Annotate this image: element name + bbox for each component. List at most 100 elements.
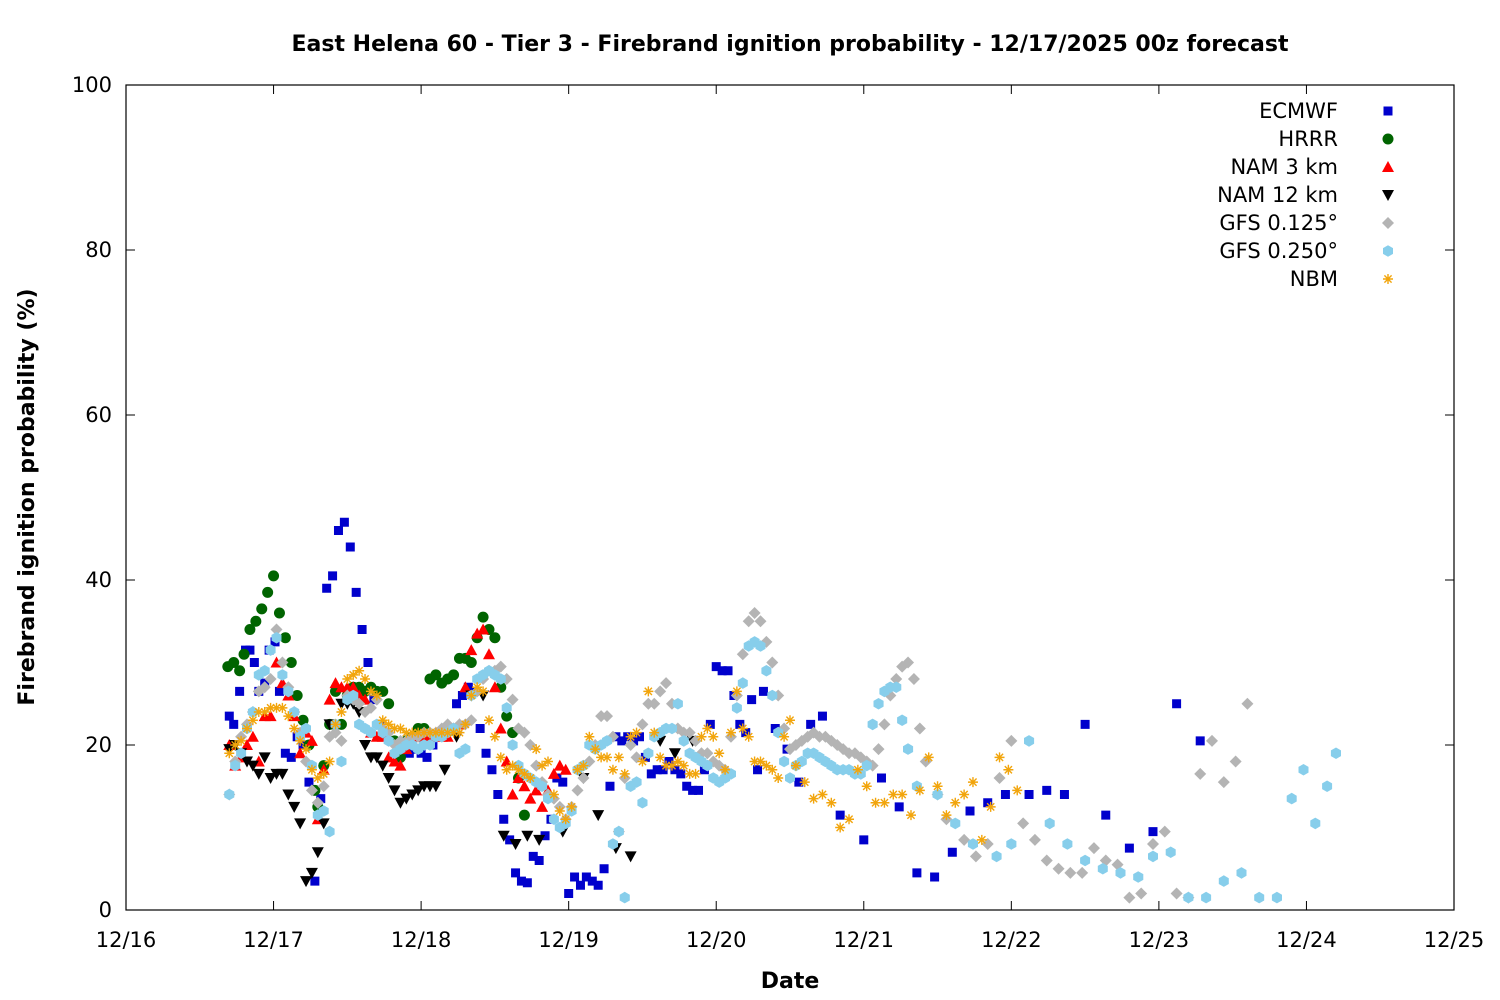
data-point [454, 727, 465, 738]
data-point [228, 657, 240, 668]
data-point [629, 736, 639, 746]
data-point [790, 760, 801, 771]
data-point [259, 707, 270, 717]
chart-title: East Helena 60 - Tier 3 - Firebrand igni… [292, 32, 1289, 57]
data-point [624, 739, 637, 751]
data-point [1206, 734, 1219, 747]
data-point [578, 760, 589, 771]
data-point [229, 719, 239, 729]
data-point [497, 830, 510, 842]
y-tick-label: 100 [72, 73, 112, 97]
data-point [1101, 810, 1111, 820]
data-point [345, 542, 355, 552]
data-point [286, 752, 296, 762]
data-point [513, 764, 524, 775]
data-point [518, 809, 530, 821]
x-tick-label: 12/21 [834, 928, 895, 952]
data-point [253, 707, 264, 717]
data-point [737, 677, 748, 689]
data-point [291, 690, 303, 701]
data-point [1064, 866, 1077, 879]
data-point [1183, 891, 1194, 904]
data-point [754, 615, 767, 628]
data-point [493, 790, 503, 799]
data-point [714, 748, 725, 759]
data-point [416, 748, 426, 758]
data-point [1044, 817, 1055, 830]
data-point [430, 669, 442, 681]
data-point [678, 735, 689, 747]
data-point [1322, 780, 1333, 792]
data-point [424, 739, 435, 751]
data-point [643, 686, 654, 697]
series-nam-3-km [223, 623, 572, 825]
data-point [383, 735, 394, 747]
data-point [273, 607, 285, 619]
data-point [897, 789, 908, 800]
data-point [666, 722, 677, 735]
data-point [1097, 863, 1108, 875]
data-point [969, 850, 982, 863]
data-point [236, 747, 247, 759]
data-point [507, 739, 518, 751]
data-point [688, 785, 698, 795]
data-point [702, 723, 713, 734]
data-point [289, 706, 300, 718]
data-point [371, 718, 382, 731]
data-point [1218, 875, 1229, 887]
data-point [743, 731, 754, 742]
y-tick-label: 0 [99, 898, 112, 922]
legend-marker [1383, 245, 1393, 257]
data-point [422, 752, 432, 762]
data-point [288, 801, 301, 813]
x-tick-label: 12/18 [391, 928, 452, 952]
data-point [570, 872, 580, 882]
data-point [835, 810, 845, 820]
data-point [312, 773, 323, 783]
data-point [959, 789, 970, 800]
data-point [634, 732, 644, 742]
data-point [773, 773, 784, 783]
data-point [311, 847, 324, 859]
data-point [705, 719, 715, 729]
data-point [907, 673, 920, 685]
data-point [566, 801, 577, 812]
legend-label: NBM [1290, 267, 1338, 291]
y-axis-label: Firebrand ignition probability (%) [15, 288, 40, 705]
data-point [607, 838, 618, 850]
data-point [305, 784, 318, 797]
data-point [852, 764, 863, 775]
data-point [1165, 846, 1176, 858]
data-point [607, 764, 618, 775]
data-point [761, 760, 772, 771]
data-point [533, 834, 546, 846]
data-point [1042, 785, 1052, 795]
legend-marker [1382, 190, 1394, 201]
data-point [382, 751, 395, 763]
data-point [501, 710, 513, 722]
data-point [465, 644, 478, 656]
data-point [424, 727, 435, 738]
data-point [785, 715, 795, 726]
data-point [737, 723, 748, 734]
data-point [518, 726, 531, 739]
data-point [742, 615, 755, 628]
data-point [249, 658, 259, 667]
data-point [872, 743, 885, 756]
legend-label: GFS 0.125° [1219, 211, 1338, 235]
data-point [601, 710, 614, 723]
data-point [1170, 887, 1183, 900]
data-point [477, 611, 489, 623]
data-point [522, 878, 532, 888]
data-point [1135, 887, 1148, 900]
data-point [459, 681, 472, 693]
data-point [282, 789, 295, 801]
data-point [689, 734, 702, 747]
data-point [870, 797, 881, 808]
data-point [596, 752, 607, 763]
data-point [1080, 719, 1090, 729]
data-point [339, 517, 349, 527]
data-point [1024, 735, 1035, 747]
legend-marker [1383, 106, 1393, 116]
data-point [460, 743, 471, 755]
